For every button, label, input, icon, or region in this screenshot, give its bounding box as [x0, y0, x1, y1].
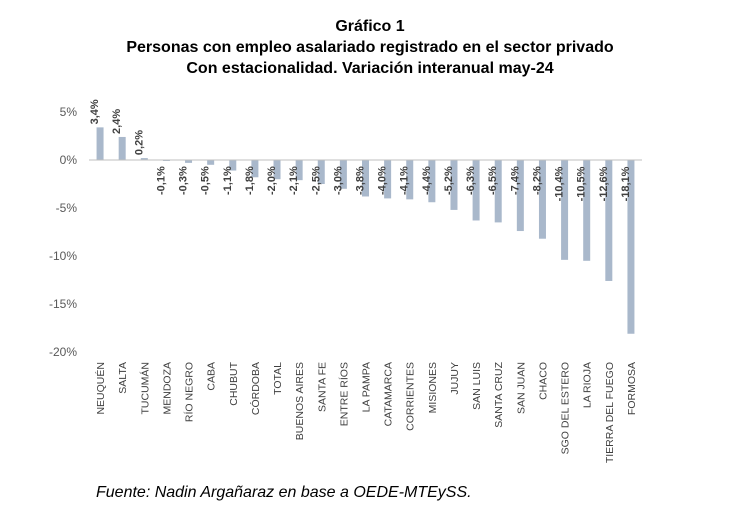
y-tick-label: -15%: [49, 297, 77, 311]
data-label: -2,5%: [310, 166, 322, 195]
bar: [273, 160, 281, 180]
bar: [339, 160, 347, 189]
bar: [494, 160, 502, 223]
data-label: -5,2%: [443, 166, 455, 195]
data-label: -6,3%: [465, 166, 477, 195]
x-tick-label: SAN JUAN: [515, 362, 527, 414]
data-label: 0,2%: [133, 130, 145, 155]
bar: [251, 160, 259, 178]
data-label: -3,8%: [355, 166, 367, 195]
bar: [317, 160, 325, 184]
x-tick-label: CABA: [206, 362, 218, 391]
data-label: -3,0%: [332, 166, 344, 195]
data-label: -8,2%: [531, 166, 543, 195]
data-label: -0,3%: [178, 166, 190, 195]
bar: [295, 160, 303, 181]
x-tick-label: TIERRA DEL FUEGO: [604, 362, 616, 463]
x-tick-label: NEUQUÉN: [94, 362, 107, 415]
y-tick-label: 0%: [60, 153, 78, 167]
data-label: -7,4%: [509, 166, 521, 195]
x-tick-label: TUCUMÁN: [138, 362, 151, 415]
bar: [384, 160, 392, 199]
bar: [140, 158, 148, 160]
data-label: -0,5%: [200, 166, 212, 195]
y-tick-label: -5%: [56, 201, 78, 215]
data-label: -18,1%: [620, 166, 632, 201]
data-label: -2,1%: [288, 166, 300, 195]
data-label: -10,5%: [576, 166, 588, 201]
chart-title: Gráfico 1: [335, 18, 405, 35]
data-label: -4,1%: [399, 166, 411, 195]
x-tick-label: SANTA FE: [316, 362, 328, 412]
data-label: -6,5%: [487, 166, 499, 195]
data-label: -0,1%: [155, 166, 167, 195]
chart-subtitle-1: Personas con empleo asalariado registrad…: [126, 39, 614, 56]
y-tick-label: 5%: [60, 105, 78, 119]
x-tick-label: SGO DEL ESTERO: [560, 362, 572, 454]
data-label: -1,1%: [222, 166, 234, 195]
x-tick-label: CHUBUT: [228, 361, 240, 405]
bar: [185, 160, 193, 163]
x-tick-label: SALTA: [117, 362, 129, 394]
bar: [229, 160, 237, 171]
x-tick-label: CORRIENTES: [405, 362, 417, 431]
x-tick-label: ENTRE RÍOS: [337, 362, 350, 426]
bar: [118, 136, 126, 160]
data-label: -12,6%: [598, 166, 610, 201]
x-tick-label: SAN LUIS: [471, 362, 483, 410]
x-tick-label: MENDOZA: [161, 362, 173, 415]
x-tick-label: MISIONES: [427, 362, 439, 413]
bar: [472, 160, 480, 221]
bar: [538, 160, 546, 239]
x-tick-label: FORMOSA: [626, 362, 638, 415]
data-label: -4,0%: [377, 166, 389, 195]
bar: [96, 127, 104, 160]
chart-subtitle-2: Con estacionalidad. Variación interanual…: [186, 60, 554, 77]
source-note: Fuente: Nadin Argañaraz en base a OEDE-M…: [96, 484, 472, 501]
bar: [207, 160, 215, 165]
bar: [627, 160, 635, 334]
x-tick-label: LA RIOJA: [582, 362, 594, 408]
bar: [362, 160, 369, 197]
x-tick-label: CATAMARCA: [383, 362, 395, 426]
x-tick-label: TOTAL: [272, 362, 284, 395]
x-tick-label: SANTA CRUZ: [493, 361, 505, 427]
bar: [428, 160, 436, 203]
data-label: -2,0%: [266, 166, 278, 195]
bar: [605, 160, 613, 281]
data-label: -1,8%: [244, 166, 256, 195]
x-tick-label: JUJUY: [449, 362, 461, 395]
bar: [516, 160, 524, 232]
chart-titles: Gráfico 1 Personas con empleo asalariado…: [0, 16, 730, 79]
bar: [583, 160, 591, 261]
data-label: -4,4%: [421, 166, 433, 195]
data-label: 2,4%: [111, 109, 123, 134]
bar: [450, 160, 458, 210]
bar: [406, 160, 414, 200]
data-label: -10,4%: [554, 166, 566, 201]
data-label: 3,4%: [89, 99, 101, 124]
x-tick-label: CÓRDOBA: [249, 362, 262, 415]
x-tick-label: LA PAMPA: [361, 362, 373, 412]
y-tick-label: -20%: [49, 345, 77, 359]
x-tick-label: BUENOS AIRES: [294, 362, 306, 440]
y-tick-label: -10%: [49, 249, 77, 263]
bar: [561, 160, 569, 260]
x-tick-label: CHACO: [537, 362, 549, 400]
x-tick-label: RÍO NEGRO: [183, 362, 196, 422]
